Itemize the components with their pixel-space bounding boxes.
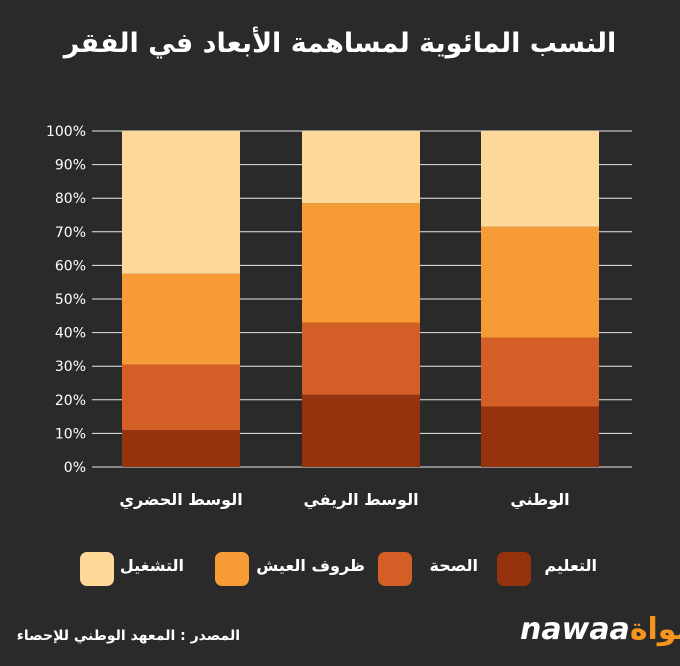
y-axis-ticks: 0% 10% 20% 30% 40% 50% 60% 70% 80% 90% 100% [46, 124, 86, 476]
legend-label: ظروف العيش [256, 556, 365, 575]
y-tick-label: 20% [55, 393, 86, 409]
x-axis-labels: الوسط الحضري الوسط الريفي الوطني [119, 490, 569, 510]
y-tick-label: 100% [46, 124, 86, 140]
y-tick-label: 70% [55, 225, 86, 241]
x-tick-label: الوطني [510, 490, 569, 510]
legend: التشغيل ظروف العيش الصحة التعليم [0, 548, 680, 592]
source-note: المصدر : المعهد الوطني للإحصاء [16, 628, 240, 644]
legend-item-education: التعليم [497, 548, 597, 592]
bar-segment [122, 430, 240, 467]
legend-item-employment: التشغيل [80, 548, 230, 592]
logo-latin: nawaa [520, 612, 630, 647]
legend-label: الصحة [429, 556, 479, 575]
y-tick-label: 10% [55, 426, 86, 442]
x-tick-label: الوسط الريفي [303, 490, 418, 510]
legend-label: التعليم [544, 556, 597, 575]
bar-segment [122, 273, 240, 365]
logo-arabic: نواة [629, 612, 680, 647]
stacked-bar-chart: 0% 10% 20% 30% 40% 50% 60% 70% 80% 90% 100% الوسط … [46, 124, 632, 510]
y-tick-label: 60% [55, 258, 86, 274]
y-tick-label: 50% [55, 292, 86, 308]
bar-segment [481, 131, 599, 227]
bar-segment [302, 394, 420, 467]
legend-label: التشغيل [119, 556, 184, 575]
bar-segment [481, 226, 599, 338]
y-tick-label: 80% [55, 191, 86, 207]
y-tick-label: 30% [55, 359, 86, 375]
bar-segment [302, 322, 420, 395]
legend-swatch [497, 552, 531, 586]
bar-segment [122, 131, 240, 274]
legend-swatch [378, 552, 412, 586]
bar-segment [302, 131, 420, 204]
y-tick-label: 40% [55, 326, 86, 342]
nawaat-logo: nawaaنواة [520, 612, 680, 647]
bars [122, 131, 599, 467]
y-tick-label: 90% [55, 158, 86, 174]
bar-segment [481, 406, 599, 467]
legend-item-health: الصحة [378, 548, 478, 592]
y-tick-label: 0% [64, 460, 86, 476]
chart-title: النسب المائوية لمساهمة الأبعاد في الفقر [63, 28, 617, 59]
legend-swatch [80, 552, 114, 586]
bar-segment [122, 364, 240, 431]
x-tick-label: الوسط الحضري [119, 490, 242, 510]
bar-segment [302, 203, 420, 323]
legend-swatch [215, 552, 249, 586]
bar-segment [481, 337, 599, 407]
legend-item-living-conditions: ظروف العيش [215, 548, 365, 592]
